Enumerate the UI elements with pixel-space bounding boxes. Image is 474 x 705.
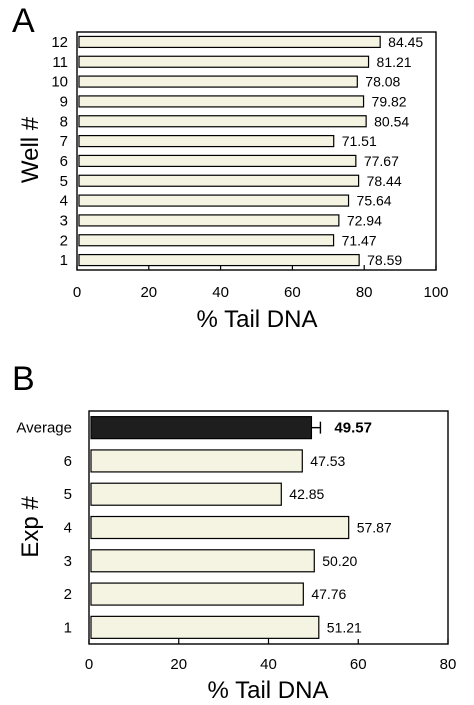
chart-b-bar [90, 515, 350, 540]
chart-b: 0 20 40 60 80 1 51.21 2 47.76 3 50.20 4 57.87 5 42.85 6… [16, 410, 457, 673]
chart-a-value-label: 81.21 [377, 54, 412, 70]
chart-a-category-label: 6 [60, 153, 68, 170]
chart-a: 0 20 40 60 80 100 1 78.59 2 71.47 3 72.94 4 75.64 5 78.… [51, 31, 449, 301]
chart-a-category-label: 2 [60, 232, 68, 249]
chart-a-value-label: 79.82 [372, 93, 407, 109]
chart-b-category-label: 4 [64, 520, 72, 537]
chart-a-value-label: 78.44 [367, 173, 402, 189]
chart-a-x-axis-title: % Tail DNA [197, 306, 318, 333]
chart-b-category-label: 6 [64, 453, 72, 470]
chart-b-bar [90, 549, 315, 573]
chart-a-value-label: 78.59 [367, 252, 402, 268]
chart-b-bar [90, 615, 320, 639]
chart-b-x-tick-label: 60 [350, 656, 367, 673]
chart-b-x-tick-label: 80 [440, 656, 457, 673]
panel-a-letter: A [12, 2, 35, 40]
chart-a-x-tick-label: 80 [356, 284, 373, 301]
chart-a-category-label: 1 [60, 252, 68, 269]
chart-a-bar [78, 194, 350, 207]
chart-b-x-tick-label: 40 [260, 656, 277, 673]
chart-b-category-label: 5 [64, 486, 72, 503]
chart-a-bar [78, 174, 360, 187]
chart-a-bar [78, 95, 365, 108]
chart-a-y-axis-title: Well # [17, 116, 44, 183]
chart-b-value-label: 42.85 [289, 486, 324, 502]
chart-a-x-tick-label: 40 [212, 284, 229, 301]
chart-b-value-label: 57.87 [357, 520, 392, 536]
chart-a-category-label: 4 [60, 193, 68, 210]
chart-b-x-axis-title: % Tail DNA [208, 677, 329, 704]
chart-b-value-label: 49.57 [334, 420, 372, 437]
chart-a-value-label: 77.67 [364, 153, 399, 169]
chart-a-bar [78, 234, 335, 247]
chart-a-value-label: 71.47 [342, 232, 377, 248]
chart-a-bar [78, 134, 335, 148]
chart-a-value-label: 71.51 [342, 133, 377, 149]
chart-b-x-tick-label: 0 [85, 656, 93, 673]
chart-a-bar [78, 55, 370, 68]
chart-a-category-label: 11 [52, 54, 68, 71]
chart-b-category-label: 2 [64, 586, 72, 603]
chart-b-bar [90, 449, 303, 473]
chart-a-category-label: 5 [60, 173, 68, 190]
chart-a-value-label: 84.45 [388, 34, 423, 50]
chart-a-category-label: 8 [60, 113, 68, 130]
chart-a-bar [78, 154, 357, 168]
chart-b-value-label: 47.76 [311, 586, 346, 602]
chart-b-bar [90, 416, 313, 440]
chart-a-category-label: 3 [60, 212, 68, 229]
chart-b-bar [90, 482, 282, 506]
chart-b-category-label: 1 [64, 619, 72, 636]
chart-a-x-tick-label: 100 [423, 284, 448, 301]
chart-b-value-label: 51.21 [327, 619, 362, 635]
chart-a-value-label: 75.64 [357, 193, 392, 209]
chart-a-category-label: 9 [60, 93, 68, 110]
chart-a-category-label: 12 [51, 34, 68, 51]
chart-a-value-label: 80.54 [374, 113, 409, 129]
chart-a-x-tick-label: 60 [284, 284, 301, 301]
chart-b-category-label: Average [16, 420, 72, 437]
chart-b-value-label: 50.20 [322, 553, 357, 569]
chart-a-plot-frame [76, 31, 437, 271]
chart-a-value-label: 72.94 [347, 212, 382, 228]
chart-a-category-label: 10 [51, 74, 68, 91]
chart-a-value-label: 78.08 [365, 74, 400, 90]
chart-a-bar [78, 115, 367, 128]
chart-a-bar [78, 253, 360, 267]
chart-a-x-tick-label: 20 [140, 284, 157, 301]
chart-b-y-axis-title: Exp # [17, 496, 44, 558]
chart-b-category-label: 3 [64, 553, 72, 570]
chart-b-value-label: 47.53 [310, 453, 345, 469]
chart-a-x-tick-label: 0 [73, 284, 81, 301]
chart-a-category-label: 7 [60, 133, 68, 150]
chart-b-x-tick-label: 20 [170, 656, 187, 673]
chart-a-bar [78, 75, 358, 88]
panel-b-letter: B [12, 360, 35, 398]
chart-a-bar [78, 35, 381, 49]
chart-a-bar [78, 214, 340, 227]
chart-b-bar [90, 582, 304, 606]
